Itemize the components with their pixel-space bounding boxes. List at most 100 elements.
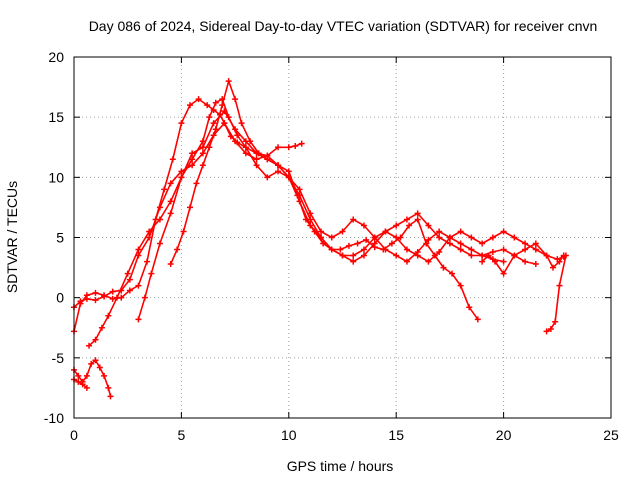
data-point [296,192,303,199]
data-point [77,298,84,305]
data-point [414,252,421,259]
series-track-8 [479,240,567,277]
data-point [296,186,303,193]
data-point [360,252,367,259]
data-point [550,264,557,271]
data-point [238,120,245,127]
data-point [275,144,282,151]
data-point [156,216,163,223]
data-point [204,102,211,109]
data-point [92,336,99,343]
data-point [285,168,292,175]
data-point [105,384,112,391]
data-point [92,297,99,304]
data-point [403,246,410,253]
data-point [178,174,185,181]
data-point [135,282,142,289]
data-point [360,246,367,253]
data-point [96,364,103,371]
data-point [468,252,475,259]
chart-title: Day 086 of 2024, Sidereal Day-to-day VTE… [89,18,598,34]
data-point [174,246,181,253]
series-line [73,378,88,389]
data-point [242,150,249,157]
data-point [556,282,563,289]
data-point [320,240,327,247]
data-point [500,246,507,253]
data-point [144,258,151,265]
data-point [350,216,357,223]
data-point [468,234,475,241]
data-point [354,240,361,247]
data-point [425,222,432,229]
data-point [292,143,299,150]
data-point [371,240,378,247]
data-point [468,246,475,253]
data-point [532,260,539,267]
data-point [167,198,174,205]
data-point [556,258,563,265]
data-point [189,162,196,169]
series-line [73,359,112,398]
data-series [71,78,569,400]
data-point [109,288,116,295]
data-point [492,258,499,265]
data-point [466,304,473,311]
data-point [199,150,206,157]
data-point [522,258,529,265]
data-point [543,252,550,259]
data-point [225,78,232,85]
data-point [403,216,410,223]
data-point [393,234,400,241]
series-track-9 [543,252,569,335]
data-point [109,295,116,302]
data-point [126,287,133,294]
data-point [485,252,492,259]
data-point [345,242,352,249]
data-point [547,325,554,332]
data-point [339,228,346,235]
data-point [83,372,90,379]
data-point [307,222,314,229]
data-point [339,252,346,259]
data-point [440,264,447,271]
data-point [489,234,496,241]
data-point [393,252,400,259]
data-point [350,258,357,265]
x-tick-label: 15 [388,427,404,443]
data-point [167,210,174,217]
data-point [141,294,148,301]
data-point [232,126,239,133]
data-point [83,295,90,302]
data-point [161,186,168,193]
data-point [180,228,187,235]
data-point [264,156,271,163]
data-point [318,228,325,235]
data-point [156,240,163,247]
y-tick-label: 5 [56,230,64,246]
data-point [92,289,99,296]
data-point [169,156,176,163]
data-point [126,276,133,283]
data-point [135,316,142,323]
y-tick-label: -10 [44,410,64,426]
data-point [221,120,228,127]
data-point [457,240,464,247]
data-point [232,138,239,145]
data-point [363,236,370,243]
data-point [253,162,260,169]
data-point [298,140,305,147]
data-point [255,150,262,157]
data-point [86,342,93,349]
data-point [105,312,112,319]
y-tick-label: -5 [52,350,65,366]
y-tick-label: 0 [56,290,64,306]
data-point [382,246,389,253]
data-point [178,120,185,127]
data-point [457,282,464,289]
data-point [511,234,518,241]
data-point [285,174,292,181]
data-point [195,96,202,103]
y-tick-label: 15 [48,109,64,125]
data-point [328,246,335,253]
